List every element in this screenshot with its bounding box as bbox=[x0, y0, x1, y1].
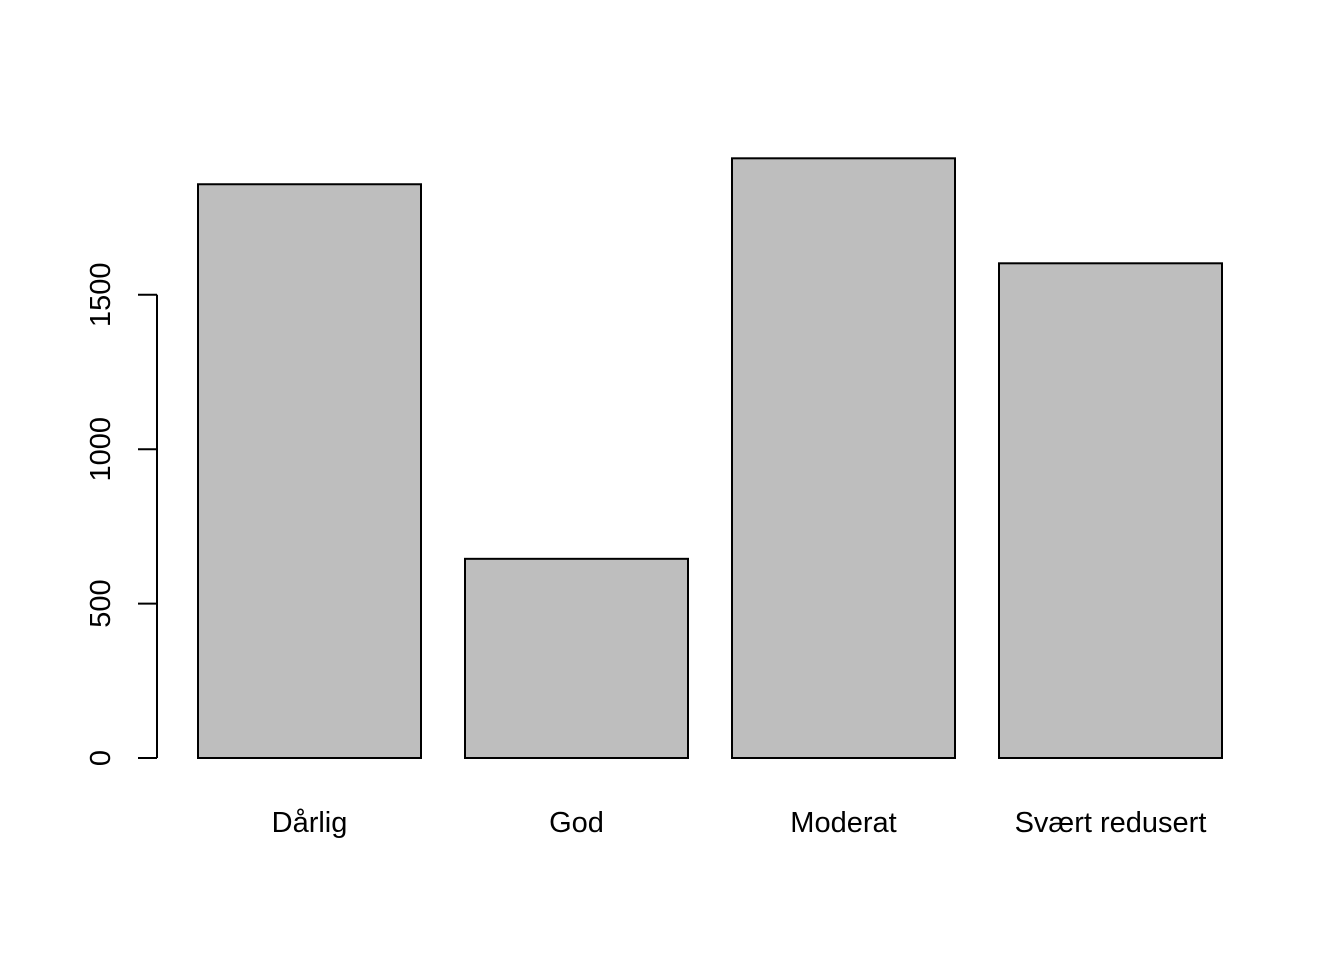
x-tick-label-god: God bbox=[549, 807, 604, 839]
x-tick-label-svært-redusert: Svært redusert bbox=[1015, 807, 1207, 839]
x-tick-label-dårlig: Dårlig bbox=[272, 807, 348, 839]
bars-layer bbox=[197, 157, 1223, 760]
y-tick-label-1000: 1000 bbox=[85, 417, 117, 482]
bar-moderat bbox=[731, 157, 956, 759]
y-tick-label-500: 500 bbox=[85, 579, 117, 627]
bar-svært-redusert bbox=[998, 262, 1223, 759]
y-tick-label-1500: 1500 bbox=[85, 263, 117, 328]
x-tick-label-moderat: Moderat bbox=[790, 807, 896, 839]
bar-god bbox=[464, 557, 689, 759]
bar-dårlig bbox=[197, 183, 422, 760]
y-tick-label-0: 0 bbox=[85, 750, 117, 766]
x-axis-labels: Dårlig God Moderat Svært redusert bbox=[272, 807, 1207, 839]
y-axis: 0 500 1000 1500 bbox=[85, 263, 158, 766]
